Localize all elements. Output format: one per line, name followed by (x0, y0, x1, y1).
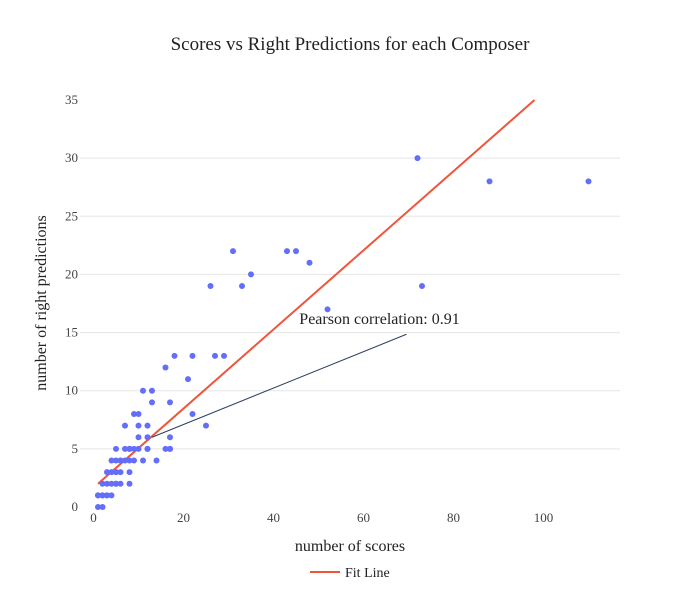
x-tick-label: 80 (447, 510, 460, 525)
scatter-point (221, 352, 227, 359)
scatter-point (414, 155, 421, 162)
scatter-point (212, 352, 218, 359)
scatter-point (117, 469, 124, 476)
scatter-point (140, 387, 146, 394)
scatter-point (122, 457, 128, 464)
scatter-point (126, 469, 133, 476)
chart-title: Scores vs Right Predictions for each Com… (171, 34, 531, 55)
scatter-point (162, 445, 169, 452)
scatter-point (108, 469, 115, 476)
x-tick-label: 60 (357, 510, 370, 525)
fit-line (97, 99, 536, 485)
y-tick-label: 25 (65, 208, 78, 223)
scatter-point (131, 410, 137, 417)
x-tick-label: 40 (267, 510, 280, 525)
scatter-point (203, 422, 209, 429)
x-tick-label: 0 (90, 510, 97, 525)
scatter-point (144, 422, 151, 429)
scatter-point (149, 399, 155, 406)
grid-lines (80, 157, 620, 450)
scatter-point (108, 457, 115, 464)
scatter-point (585, 178, 592, 185)
scatter-point (108, 480, 115, 487)
y-tick-label: 15 (65, 325, 78, 340)
scatter-point (99, 504, 106, 510)
scatter-point (153, 457, 160, 464)
y-tick-label: 5 (72, 441, 79, 456)
scatter-point (126, 457, 133, 464)
scatter-point (99, 492, 106, 499)
x-axis-label: number of scores (295, 538, 405, 555)
scatter-point (122, 445, 128, 452)
scatter-point (167, 399, 173, 406)
scatter-point (185, 376, 191, 383)
annotation-arrow (151, 333, 407, 438)
scatter-point (324, 306, 331, 313)
scatter-point (144, 434, 151, 441)
scatter-point (135, 410, 142, 417)
scatter-point (167, 445, 173, 452)
scatter-point (104, 480, 110, 487)
scatter-point (171, 352, 178, 359)
scatter-point (104, 492, 110, 499)
scatter-point (239, 283, 245, 290)
y-tick-label: 30 (65, 150, 78, 165)
x-axis-ticks: 0 20 40 60 80 100 (90, 510, 553, 525)
scatter-point (104, 469, 110, 476)
scatter-point (248, 271, 254, 278)
scatter-point (95, 504, 101, 510)
scatter-point (419, 283, 425, 290)
scatter-point (117, 457, 124, 464)
legend-fit-line-label: Fit Line (345, 566, 390, 581)
scatter-point (126, 445, 133, 452)
scatter-point (113, 480, 119, 487)
scatter-points (95, 155, 592, 510)
annotation-text: Pearson correlation: 0.91 (299, 311, 459, 328)
scatter-point (135, 434, 142, 441)
scatter-point (131, 457, 137, 464)
scatter-point (99, 480, 106, 487)
scatter-point (131, 445, 137, 452)
scatter-point (293, 248, 299, 255)
scatter-point (486, 178, 493, 185)
scatter-point (135, 445, 142, 452)
scatter-point (284, 248, 290, 255)
scatter-point (230, 248, 236, 255)
scatter-point (162, 364, 169, 371)
scatter-point (108, 492, 115, 499)
y-tick-label: 35 (65, 92, 78, 107)
scatter-point (189, 352, 196, 359)
x-tick-label: 100 (534, 510, 554, 525)
fit-line-layer (97, 99, 536, 485)
scatter-point (117, 480, 124, 487)
y-tick-label: 0 (72, 499, 79, 514)
scatter-point (95, 492, 101, 499)
scatter-point (140, 457, 146, 464)
scatter-point (126, 480, 133, 487)
scatter-point (113, 469, 119, 476)
scatter-point (113, 457, 119, 464)
scatter-point (144, 445, 151, 452)
scatter-point (113, 445, 119, 452)
x-tick-label: 20 (177, 510, 190, 525)
y-tick-label: 10 (65, 383, 78, 398)
scatter-point (122, 422, 128, 429)
scatter-point (149, 387, 155, 394)
legend: Fit Line (310, 566, 390, 581)
scatter-point (306, 259, 313, 266)
y-axis-label: number of right predictions (33, 215, 50, 391)
y-tick-label: 20 (65, 266, 78, 281)
scatter-point (167, 434, 173, 441)
scatter-point (135, 422, 142, 429)
scatter-point (207, 283, 214, 290)
scatter-point (189, 410, 196, 417)
y-axis-ticks: 0 5 10 15 20 25 30 35 (65, 92, 78, 514)
annotation-layer: Pearson correlation: 0.91 (151, 311, 460, 438)
